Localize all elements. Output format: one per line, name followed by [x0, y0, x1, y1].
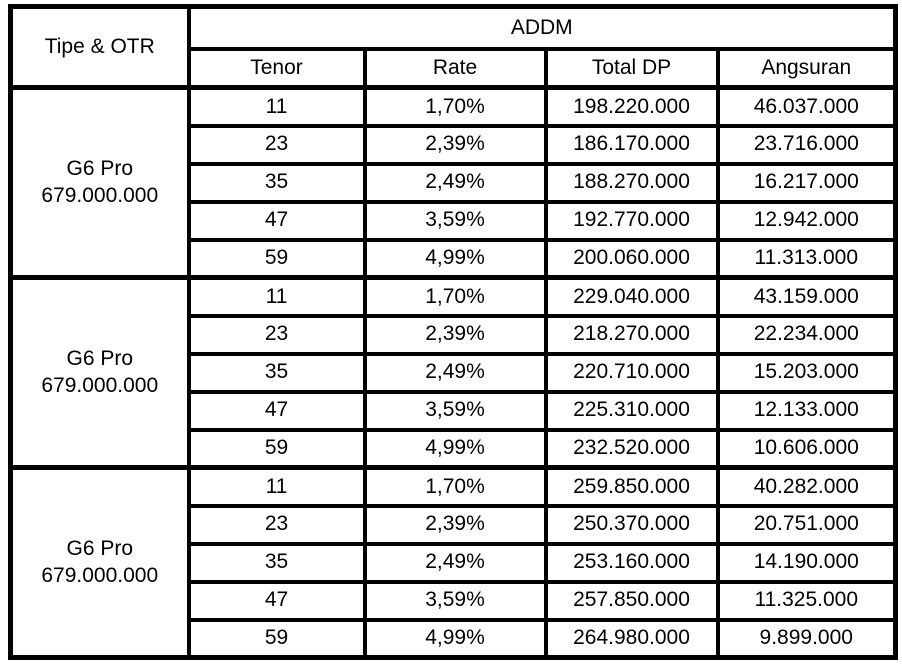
rate-cell: 2,39%	[362, 503, 548, 546]
rate-cell: 1,70%	[362, 275, 548, 318]
tenor-cell: 23	[186, 313, 367, 356]
angsuran-cell: 11.313.000	[715, 237, 898, 280]
rate-cell: 2,49%	[362, 161, 548, 204]
total-dp-cell: 264.980.000	[543, 617, 720, 660]
rate-cell: 1,70%	[362, 85, 548, 128]
rate-cell: 3,59%	[362, 389, 548, 432]
rate-cell: 4,99%	[362, 237, 548, 280]
table-row: 35 2,49% 253.160.000 14.190.000	[11, 541, 898, 584]
tenor-cell: 35	[186, 161, 367, 204]
tenor-cell: 11	[186, 465, 367, 508]
group-label-otr: 679.000.000	[41, 183, 159, 207]
group-label-otr: 679.000.000	[41, 563, 159, 587]
total-dp-cell: 257.850.000	[543, 579, 720, 622]
angsuran-cell: 15.203.000	[715, 351, 898, 394]
rate-cell: 4,99%	[362, 617, 548, 660]
angsuran-cell: 9.899.000	[715, 617, 898, 660]
table-row: 47 3,59% 225.310.000 12.133.000	[11, 389, 898, 432]
table-row: G6 Pro 679.000.000 11 1,70% 229.040.000 …	[8, 275, 898, 470]
group-label: G6 Pro 679.000.000	[8, 465, 191, 660]
angsuran-cell: 22.234.000	[715, 313, 898, 356]
angsuran-cell: 40.282.000	[715, 465, 898, 508]
angsuran-cell: 10.606.000	[715, 427, 898, 470]
tenor-cell: 59	[186, 427, 367, 470]
total-dp-cell: 198.220.000	[543, 85, 720, 128]
angsuran-cell: 46.037.000	[715, 85, 898, 128]
total-dp-cell: 188.270.000	[543, 161, 720, 204]
total-dp-cell: 200.060.000	[543, 237, 720, 280]
group-label-type: G6 Pro	[66, 157, 134, 181]
total-dp-cell: 192.770.000	[543, 199, 720, 242]
table-row: 59 4,99% 264.980.000 9.899.000	[11, 617, 898, 660]
total-dp-cell: 232.520.000	[543, 427, 720, 470]
tenor-cell: 11	[186, 85, 367, 128]
group-label-type: G6 Pro	[66, 347, 134, 371]
rate-cell: 2,49%	[362, 351, 548, 394]
rate-cell: 2,49%	[362, 541, 548, 584]
rate-cell: 3,59%	[362, 579, 548, 622]
total-dp-cell: 229.040.000	[543, 275, 720, 318]
header-addm: ADDM	[186, 4, 898, 51]
group-label: G6 Pro 679.000.000	[8, 85, 191, 280]
tenor-cell: 59	[186, 237, 367, 280]
rate-cell: 1,70%	[362, 465, 548, 508]
angsuran-cell: 12.133.000	[715, 389, 898, 432]
header-tipe-otr: Tipe & OTR	[8, 4, 191, 90]
table-row: 35 2,49% 220.710.000 15.203.000	[11, 351, 898, 394]
angsuran-cell: 16.217.000	[715, 161, 898, 204]
tenor-cell: 35	[186, 541, 367, 584]
header-col-angsuran: Angsuran	[715, 46, 898, 90]
angsuran-cell: 14.190.000	[715, 541, 898, 584]
tenor-cell: 47	[186, 389, 367, 432]
tenor-cell: 59	[186, 617, 367, 660]
rate-cell: 4,99%	[362, 427, 548, 470]
angsuran-cell: 20.751.000	[715, 503, 898, 546]
table-row: 59 4,99% 232.520.000 10.606.000	[11, 427, 898, 470]
tenor-cell: 23	[186, 123, 367, 166]
table-header-row-sub: Tenor Rate Total DP Angsuran	[11, 46, 898, 90]
table-row: 23 2,39% 218.270.000 22.234.000	[11, 313, 898, 356]
table-row: 59 4,99% 200.060.000 11.313.000	[11, 237, 898, 280]
header-col-tenor: Tenor	[186, 46, 367, 90]
table-row: G6 Pro 679.000.000 11 1,70% 198.220.000 …	[8, 85, 898, 280]
table-row: 35 2,49% 188.270.000 16.217.000	[11, 161, 898, 204]
tenor-cell: 11	[186, 275, 367, 318]
header-col-total-dp: Total DP	[543, 46, 720, 90]
tenor-cell: 47	[186, 579, 367, 622]
rate-cell: 3,59%	[362, 199, 548, 242]
table-row: G6 Pro 679.000.000 11 1,70% 259.850.000 …	[8, 465, 898, 660]
group-label: G6 Pro 679.000.000	[8, 275, 191, 470]
angsuran-cell: 12.942.000	[715, 199, 898, 242]
total-dp-cell: 250.370.000	[543, 503, 720, 546]
group-label-type: G6 Pro	[66, 537, 134, 561]
tenor-cell: 35	[186, 351, 367, 394]
table-row: 47 3,59% 257.850.000 11.325.000	[11, 579, 898, 622]
header-col-rate: Rate	[362, 46, 548, 90]
total-dp-cell: 186.170.000	[543, 123, 720, 166]
table-row: 23 2,39% 250.370.000 20.751.000	[11, 503, 898, 546]
total-dp-cell: 220.710.000	[543, 351, 720, 394]
rate-cell: 2,39%	[362, 313, 548, 356]
angsuran-cell: 11.325.000	[715, 579, 898, 622]
total-dp-cell: 259.850.000	[543, 465, 720, 508]
tenor-cell: 47	[186, 199, 367, 242]
rate-cell: 2,39%	[362, 123, 548, 166]
table-header-row-top: Tipe & OTR ADDM	[8, 4, 898, 90]
table-row: 23 2,39% 186.170.000 23.716.000	[11, 123, 898, 166]
group-label-otr: 679.000.000	[41, 373, 159, 397]
tenor-cell: 23	[186, 503, 367, 546]
total-dp-cell: 253.160.000	[543, 541, 720, 584]
total-dp-cell: 218.270.000	[543, 313, 720, 356]
angsuran-cell: 23.716.000	[715, 123, 898, 166]
angsuran-cell: 43.159.000	[715, 275, 898, 318]
total-dp-cell: 225.310.000	[543, 389, 720, 432]
credit-simulation-table: Tipe & OTR ADDM Tenor Rate Total DP Angs…	[8, 4, 899, 660]
table-row: 47 3,59% 192.770.000 12.942.000	[11, 199, 898, 242]
